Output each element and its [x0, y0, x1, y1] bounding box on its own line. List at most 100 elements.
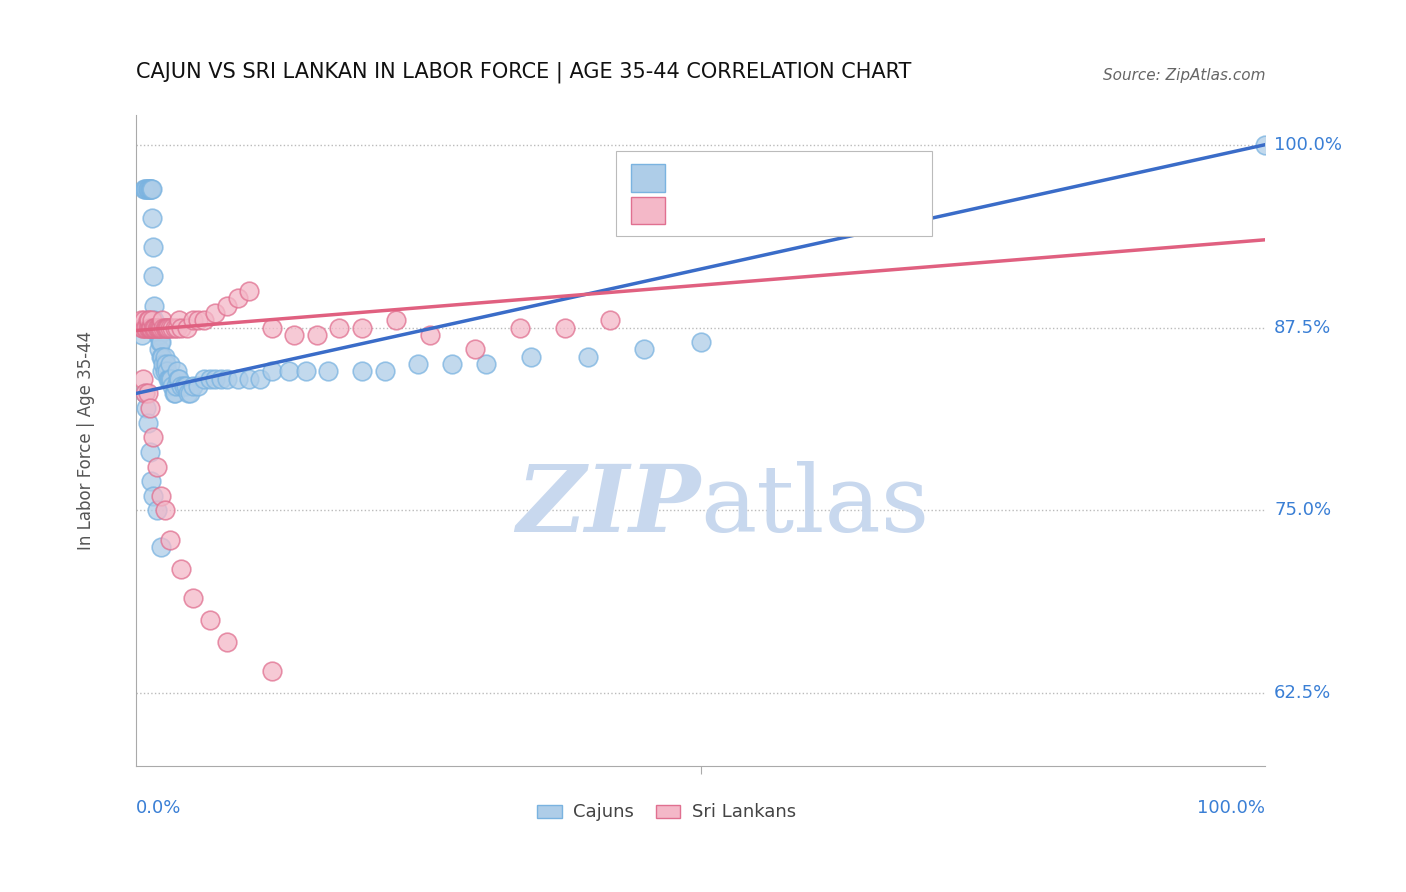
Point	[554, 320, 576, 334]
Point	[179, 386, 201, 401]
Point	[142, 320, 165, 334]
Point	[139, 474, 162, 488]
Point	[176, 320, 198, 334]
Point	[139, 320, 162, 334]
Point	[131, 320, 153, 334]
Point	[156, 372, 179, 386]
Point	[170, 562, 193, 576]
Point	[146, 320, 169, 334]
Point	[157, 372, 180, 386]
Point	[198, 613, 221, 627]
Point	[134, 386, 156, 401]
Point	[174, 379, 197, 393]
Point	[139, 320, 162, 334]
Point	[136, 416, 159, 430]
Point	[162, 320, 184, 334]
Point	[181, 591, 204, 606]
Point	[170, 320, 193, 334]
Point	[150, 350, 173, 364]
Text: In Labor Force | Age 35-44: In Labor Force | Age 35-44	[76, 331, 94, 550]
Point	[163, 320, 186, 334]
Point	[142, 489, 165, 503]
Point	[142, 430, 165, 444]
Point	[328, 320, 350, 334]
Point	[134, 181, 156, 195]
Point	[238, 284, 260, 298]
Point	[153, 503, 176, 517]
Point	[146, 327, 169, 342]
Point	[215, 372, 238, 386]
Point	[150, 313, 173, 327]
Point	[464, 343, 486, 357]
Point	[139, 445, 162, 459]
Point	[177, 386, 200, 401]
Point	[163, 386, 186, 401]
Point	[153, 364, 176, 378]
Point	[141, 211, 163, 225]
FancyBboxPatch shape	[631, 164, 665, 192]
Point	[159, 320, 181, 334]
Point	[316, 364, 339, 378]
Point	[135, 181, 157, 195]
Point	[145, 320, 167, 334]
Point	[145, 320, 167, 334]
Point	[134, 386, 156, 401]
Point	[226, 291, 249, 305]
Point	[139, 181, 162, 195]
Point	[152, 357, 174, 371]
Point	[193, 372, 215, 386]
Point	[374, 364, 396, 378]
Point	[204, 372, 226, 386]
Point	[159, 372, 181, 386]
Point	[167, 372, 190, 386]
Point	[385, 313, 408, 327]
Point	[145, 459, 167, 474]
Point	[441, 357, 464, 371]
Text: 75.0%: 75.0%	[1274, 501, 1331, 519]
Point	[149, 335, 172, 350]
FancyBboxPatch shape	[631, 197, 665, 225]
Point	[148, 343, 170, 357]
Point	[153, 350, 176, 364]
Point	[145, 320, 167, 334]
Point	[150, 320, 173, 334]
Point	[165, 379, 187, 393]
Point	[142, 240, 165, 254]
Point	[136, 181, 159, 195]
Point	[141, 313, 163, 327]
Point	[226, 372, 249, 386]
Point	[156, 320, 179, 334]
Point	[162, 379, 184, 393]
Point	[141, 181, 163, 195]
Point	[162, 386, 184, 401]
Text: N = 67: N = 67	[800, 202, 863, 219]
Point	[260, 320, 283, 334]
Point	[136, 181, 159, 195]
Point	[142, 269, 165, 284]
Point	[145, 320, 167, 334]
Point	[136, 313, 159, 327]
Point	[156, 320, 179, 334]
Point	[260, 665, 283, 679]
Point	[155, 320, 177, 334]
Point	[143, 320, 166, 334]
Point	[238, 372, 260, 386]
Point	[132, 320, 155, 334]
Point	[215, 299, 238, 313]
Point	[689, 335, 711, 350]
Point	[294, 364, 316, 378]
Text: 100.0%: 100.0%	[1274, 136, 1343, 153]
Point	[135, 401, 157, 415]
Point	[136, 386, 159, 401]
Point	[132, 372, 155, 386]
Point	[139, 320, 162, 334]
Point	[152, 320, 174, 334]
Point	[520, 350, 543, 364]
Point	[159, 533, 181, 547]
Point	[150, 540, 173, 554]
Point	[149, 320, 172, 334]
Text: atlas: atlas	[700, 461, 929, 551]
Point	[139, 401, 162, 415]
Point	[599, 313, 621, 327]
Point	[249, 372, 271, 386]
